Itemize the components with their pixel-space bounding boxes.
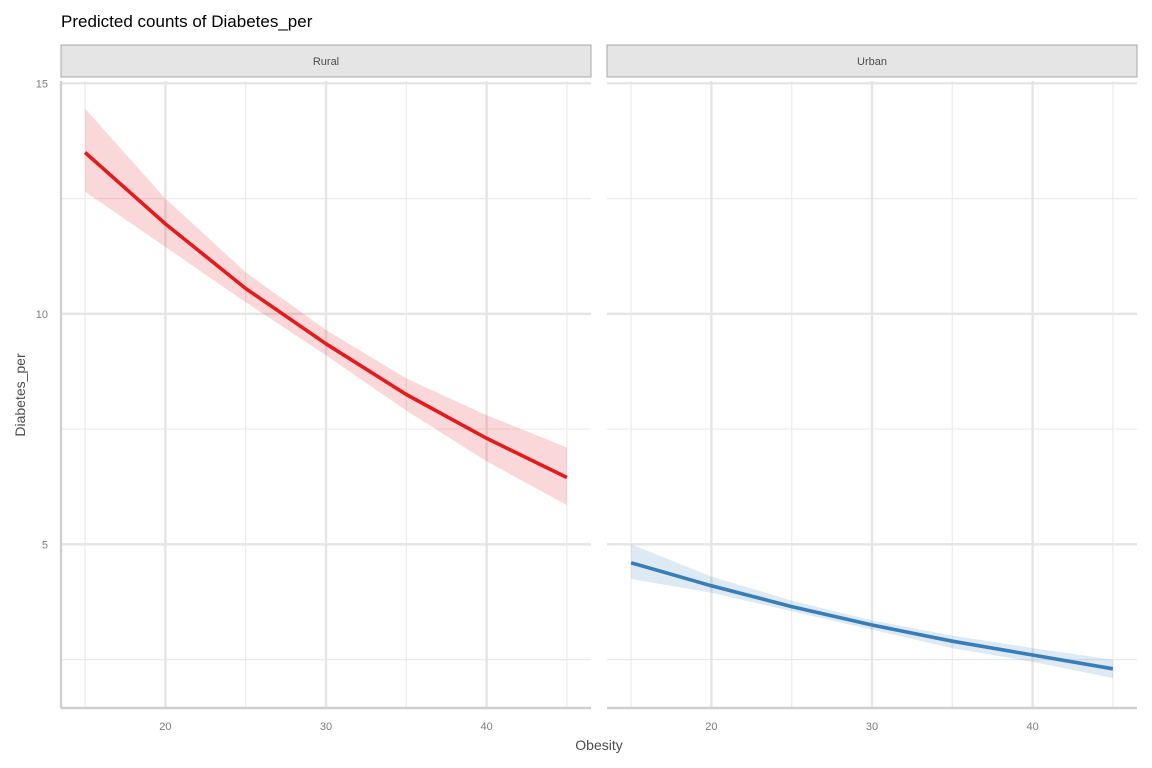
facet-rural: Rural 20 30 40 5 10 15: [36, 44, 592, 733]
x-tick-label: 40: [480, 721, 492, 733]
facet-urban: Urban 20 30 40: [606, 44, 1138, 733]
y-tick-label: 15: [36, 78, 48, 90]
y-tick-label: 10: [36, 309, 48, 321]
chart-title: Predicted counts of Diabetes_per: [61, 12, 313, 31]
x-tick-label: 30: [320, 721, 332, 733]
facet-strip-label: Urban: [857, 56, 887, 68]
y-axis-title: Diabetes_per: [12, 353, 28, 437]
prediction-line: [630, 561, 1114, 671]
x-axis-title: Obesity: [575, 737, 622, 753]
prediction-line: [83, 151, 568, 480]
x-tick-label: 20: [705, 721, 717, 733]
facet-strip: [606, 44, 1138, 78]
facet-panels: Rural 20 30 40 5 10 15 Urban 20 30 40: [36, 44, 1138, 733]
facet-strip: [60, 44, 592, 78]
y-tick-label: 5: [42, 539, 48, 551]
confidence-band: [85, 108, 567, 506]
x-tick-label: 20: [159, 721, 171, 733]
x-tick-label: 40: [1026, 721, 1038, 733]
confidence-band: [631, 544, 1113, 678]
x-tick-label: 30: [866, 721, 878, 733]
facet-strip-label: Rural: [313, 56, 339, 68]
